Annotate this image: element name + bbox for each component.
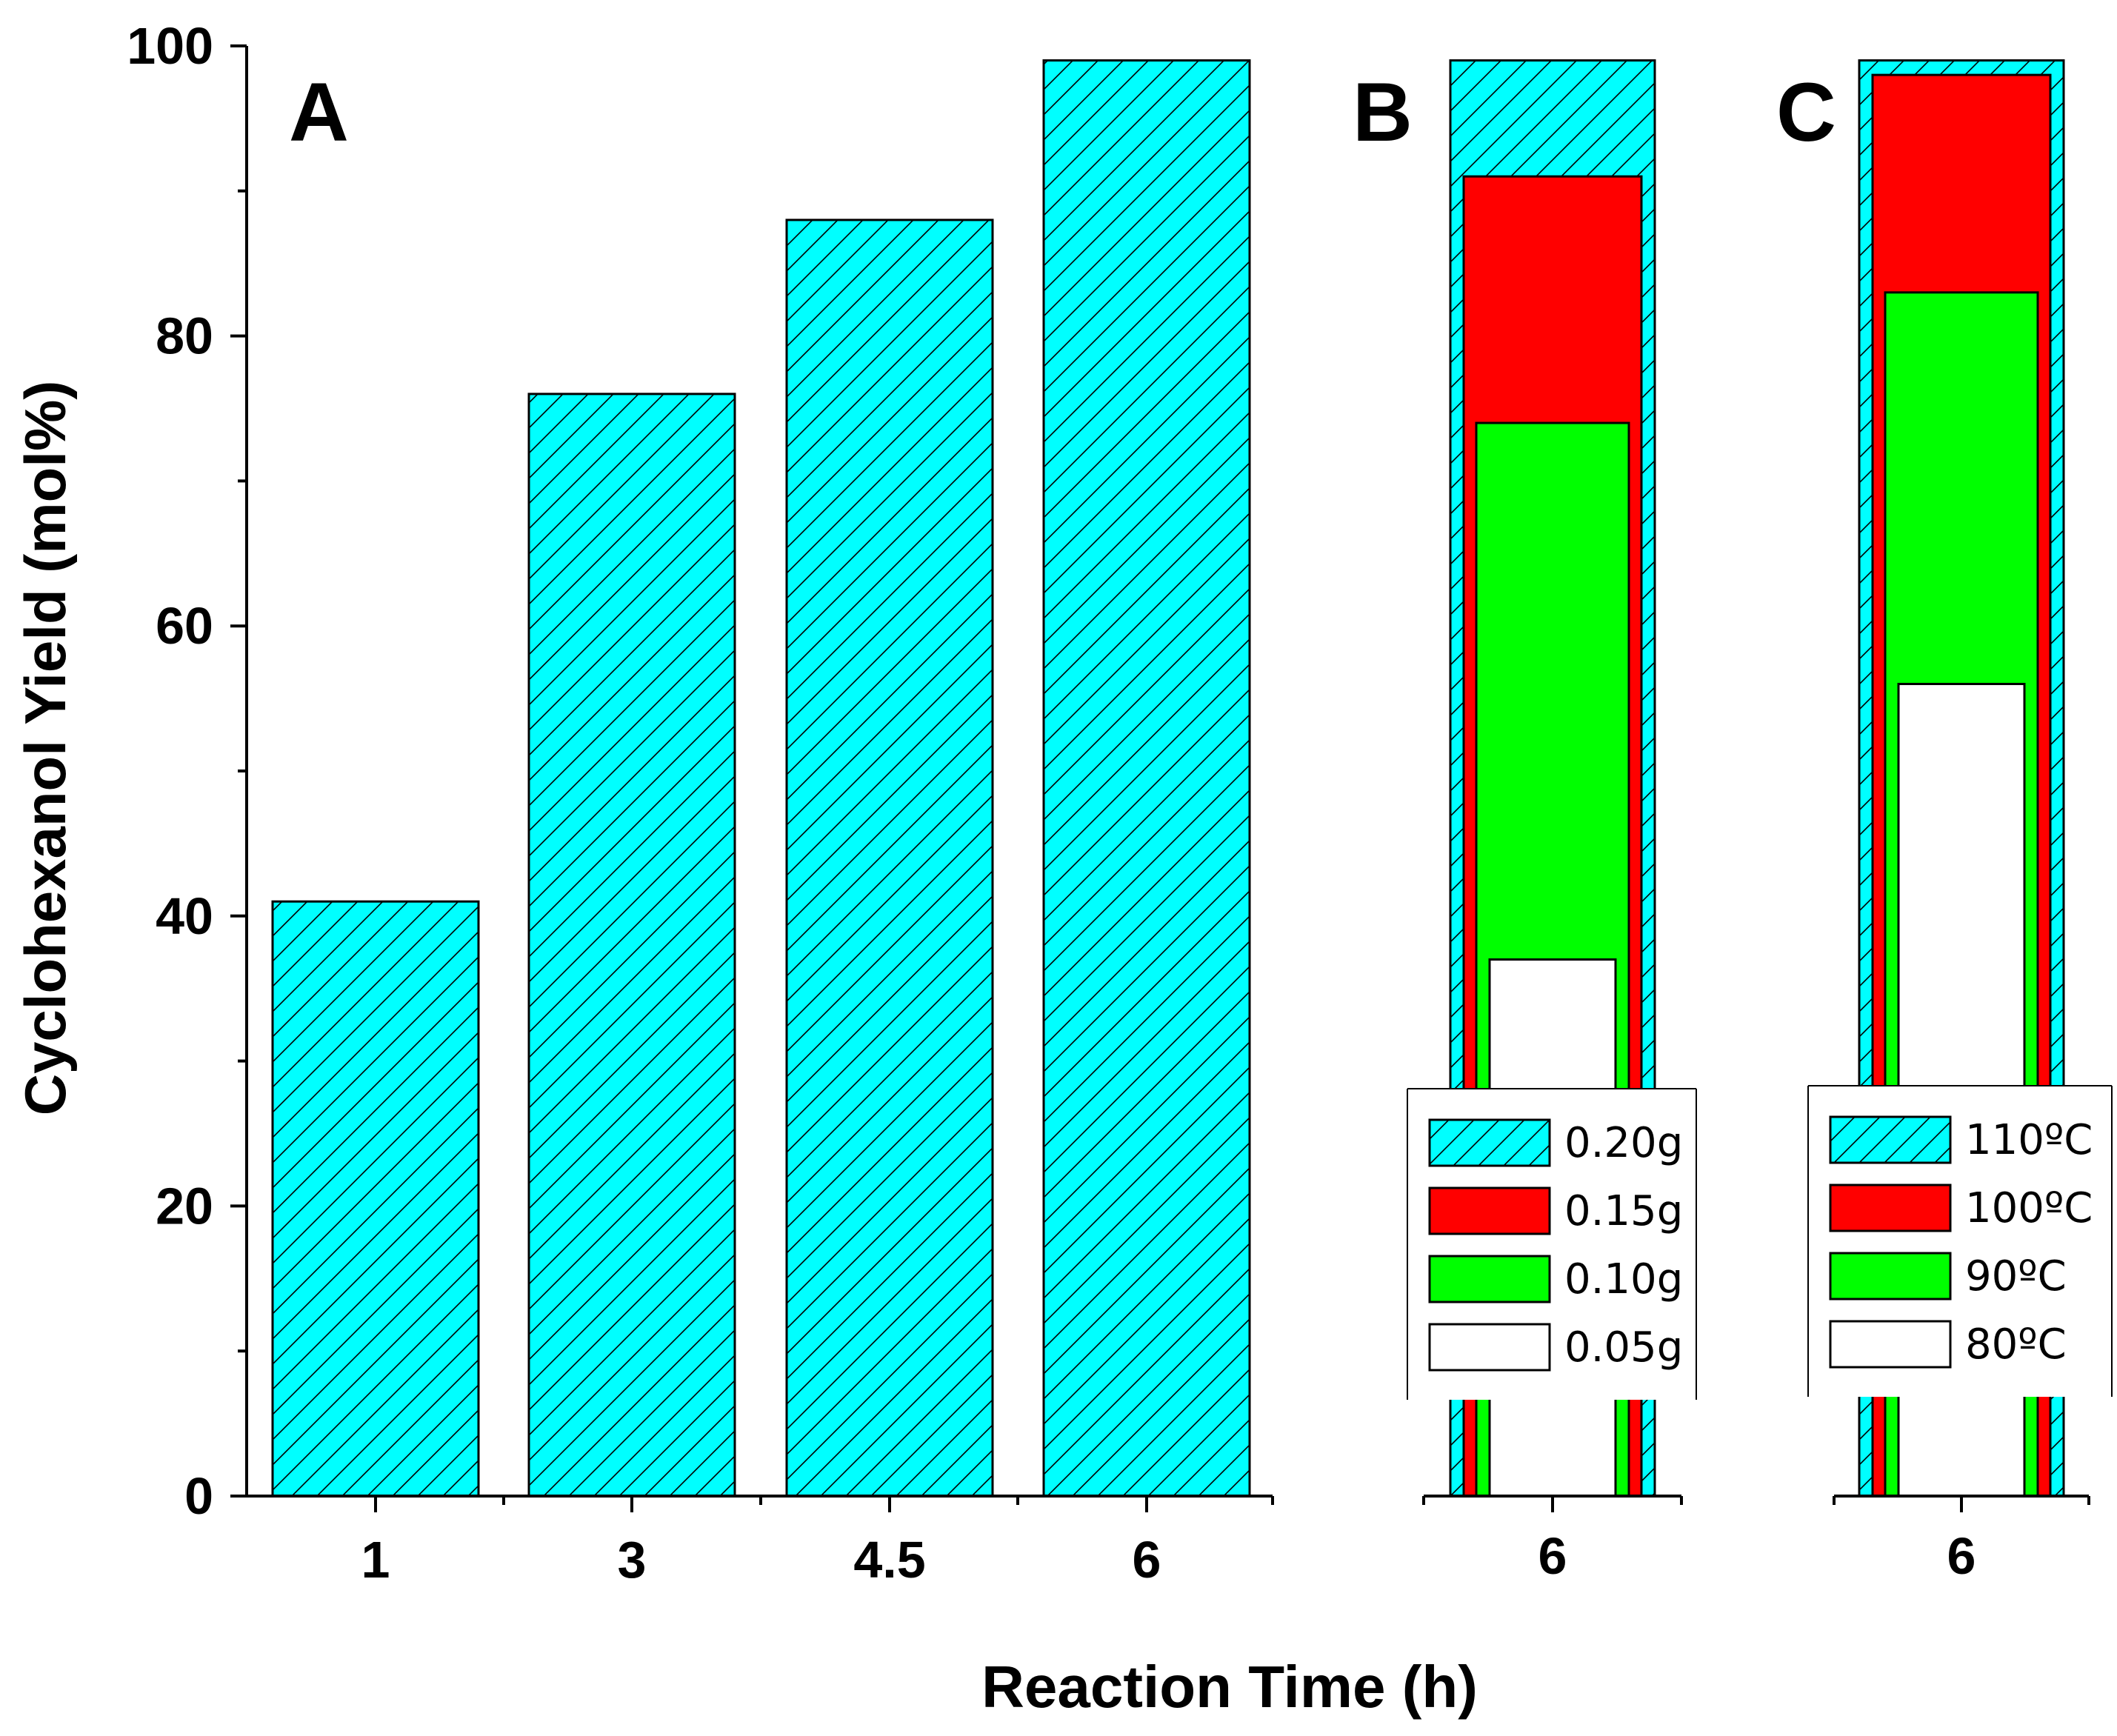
panel-c-legend: 110ºC 100ºC 90ºC 80ºC	[1807, 1085, 2113, 1397]
panel-b-legend: 0.20g 0.15g 0.10g 0.05g	[1407, 1088, 1697, 1400]
x-tick-label: 3	[618, 1531, 647, 1589]
legend-swatch-0.10g	[1428, 1255, 1551, 1303]
legend-label: 110ºC	[1965, 1116, 2093, 1164]
y-tick-label: 0	[184, 1467, 213, 1525]
x-axis-title: Reaction Time (h)	[981, 1654, 1478, 1720]
panel-c-letter: C	[1776, 66, 1836, 158]
legend-label: 0.15g	[1564, 1187, 1683, 1235]
legend-label: 80ºC	[1965, 1321, 2067, 1369]
bar-3	[527, 393, 736, 1498]
panel-c: 6 110ºC 100ºC 90ºC 80ºC C	[1776, 59, 2113, 1585]
panel-a-bars	[271, 59, 1251, 1498]
panel-a-letter: A	[289, 66, 349, 158]
legend-label: 0.10g	[1564, 1255, 1683, 1303]
legend-swatch-100ºC	[1829, 1184, 1952, 1232]
legend-label: 90ºC	[1965, 1252, 2067, 1301]
y-tick-label: 100	[127, 17, 213, 75]
y-tick-label: 20	[156, 1177, 213, 1235]
panel-b-letter: B	[1353, 66, 1413, 158]
legend-swatch-80ºC	[1829, 1320, 1952, 1369]
y-tick-label: 40	[156, 887, 213, 945]
y-axis-title: Cyclohexanol Yield (mol%)	[13, 381, 78, 1116]
legend-label: 100ºC	[1965, 1184, 2093, 1232]
x-tick-label: 6	[1947, 1527, 1976, 1585]
legend-swatch-110ºC	[1829, 1115, 1952, 1164]
y-tick-label: 80	[156, 307, 213, 365]
panel-b-axes: 6	[1422, 1495, 1683, 1585]
panel-c-axes: 6	[1833, 1495, 2090, 1585]
legend-label: 0.05g	[1564, 1323, 1683, 1372]
bar-6	[1042, 59, 1251, 1498]
bar-1	[271, 900, 480, 1498]
x-tick-label: 6	[1133, 1531, 1161, 1589]
legend-swatch-0.20g	[1428, 1118, 1551, 1167]
x-tick-label: 4.5	[853, 1531, 925, 1589]
x-tick-label: 6	[1538, 1527, 1567, 1585]
x-tick-label: 1	[361, 1531, 390, 1589]
legend-swatch-0.15g	[1428, 1186, 1551, 1235]
legend-swatch-0.05g	[1428, 1323, 1551, 1372]
bar-4.5	[785, 218, 994, 1498]
y-tick-label: 60	[156, 597, 213, 655]
panel-b: 6 0.20g 0.15g 0.10g 0.05g B	[1353, 59, 1697, 1585]
legend-label: 0.20g	[1564, 1119, 1683, 1167]
legend-swatch-90ºC	[1829, 1252, 1952, 1301]
